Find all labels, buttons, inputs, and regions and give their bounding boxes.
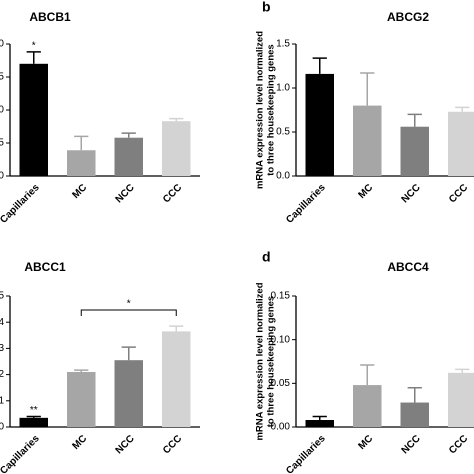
x-tick-label: CCC [447,182,470,205]
x-tick-label: NCC [114,182,137,205]
y-tick-label: 1.5 [0,72,4,83]
chart-title: ABCB1 [29,10,71,24]
y-tick-label: 1.5 [276,39,290,50]
chart-title: ABCC4 [387,260,429,274]
y-tick-label: 5 [0,291,4,302]
chart-title: ABCC1 [24,260,66,274]
error-bar [312,415,327,421]
y-tick-label: 1 [0,395,4,406]
bar [19,63,48,176]
bracket [80,309,177,316]
y-tick-label: 0 [0,422,4,433]
y-tick-label: 0.10 [271,334,291,345]
error-bar [407,113,422,127]
error-bar [169,117,184,122]
x-tick-label: CCC [161,182,184,205]
error-bar [169,325,184,332]
chart-title: ABCG2 [387,10,429,24]
y-tick-label: 0.5 [276,127,290,138]
significance: * [32,41,36,52]
y-tick-label: 0.5 [0,138,4,149]
x-tick-label: MC [356,182,375,201]
y-tick-label: 2 [0,369,4,380]
error-bar [455,106,470,112]
y-tick-label: 0.0 [276,171,290,182]
y-tick-label: 1.0 [0,105,4,116]
panel-label: b [262,0,271,15]
error-bar [26,51,41,64]
error-bar [74,135,89,151]
y-tick-label: 0.05 [271,378,291,389]
x-tick-label: Capillaries [0,433,42,474]
x-tick-label: MC [70,182,89,201]
bracket-label: * [127,299,131,310]
error-bar [74,369,89,372]
x-tick-label: MC [70,433,89,452]
y-tick-label: 4 [0,317,4,328]
y-axis-label: mRNA expression level normalized [255,31,266,189]
bar [67,150,96,176]
bar [114,137,143,176]
x-tick-label: NCC [114,433,137,456]
y-tick-label: 3 [0,343,4,354]
y-tick-label: 0.0 [0,171,4,182]
x-tick-label: NCC [400,433,423,456]
error-bar [360,72,375,106]
bar [305,420,334,427]
y-tick-label: 2.0 [0,39,4,50]
x-tick-label: MC [356,433,375,452]
error-bar [26,415,41,418]
error-bar [407,386,422,403]
error-bar [121,346,136,361]
error-bar [121,132,136,138]
y-tick-label: 0.00 [271,422,291,433]
bar [400,126,429,176]
error-bar [360,364,375,386]
x-tick-label: Capillaries [0,182,42,226]
error-bar [312,57,327,74]
bar [114,360,143,427]
error-bar [455,368,470,373]
x-tick-label: Capillaries [284,433,328,474]
bar [162,121,191,176]
bar [353,105,382,176]
panel-label: d [262,249,271,265]
bar [448,372,474,427]
y-tick-label: 0.15 [271,291,291,302]
x-tick-label: NCC [400,182,423,205]
y-axis-label: mRNA expression level normalized [255,282,266,440]
bar [305,73,334,176]
bar [400,402,429,427]
y-axis-label: to three housekeeping genes [266,296,277,427]
significance: ** [30,405,38,416]
bar [353,385,382,427]
x-tick-label: CCC [161,433,184,456]
bar [162,331,191,427]
x-tick-label: CCC [447,433,470,456]
y-axis-label: to three housekeeping genes [266,44,277,175]
x-tick-label: Capillaries [284,182,328,226]
y-tick-label: 1.0 [276,83,290,94]
bar [448,111,474,176]
bar [67,371,96,427]
bar [19,417,48,427]
